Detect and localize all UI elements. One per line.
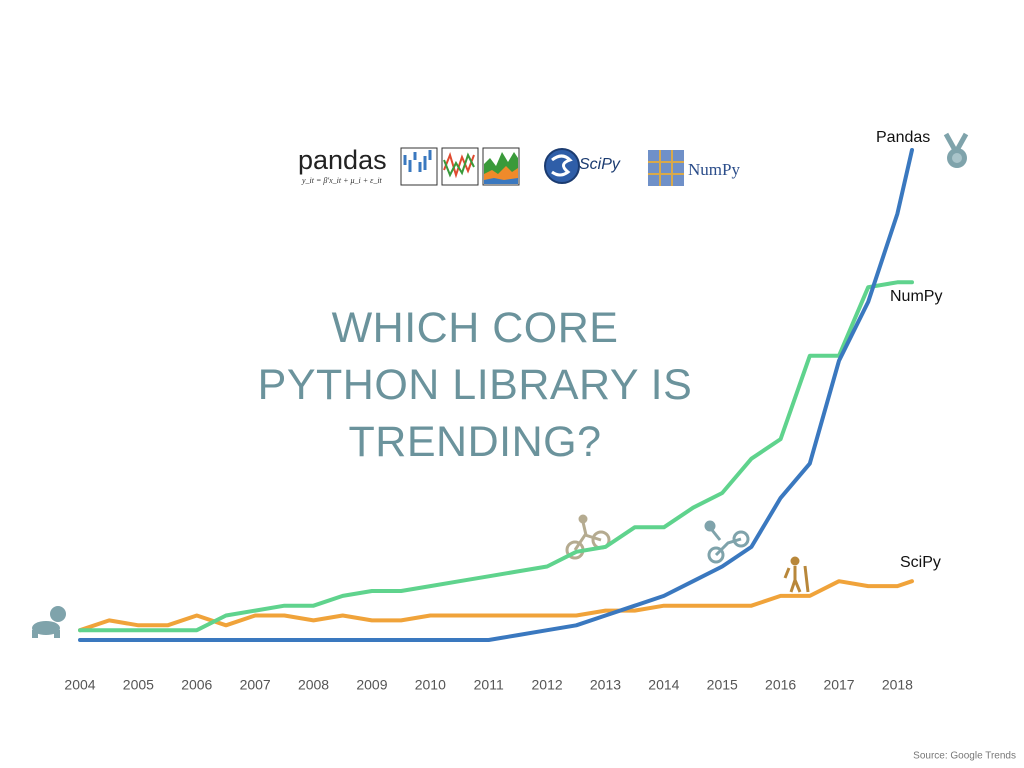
slide-title: WHICH CORE PYTHON LIBRARY IS TRENDING? <box>257 304 693 466</box>
x-tick-label: 2009 <box>356 677 387 693</box>
numpy-logo: NumPy <box>688 160 740 179</box>
baby-icon <box>32 606 66 638</box>
x-tick-label: 2008 <box>298 677 329 693</box>
x-tick-label: 2015 <box>707 677 738 693</box>
series-label: Pandas <box>876 129 930 146</box>
x-tick-label: 2018 <box>882 677 913 693</box>
series-line <box>78 579 914 633</box>
numpy-icon <box>648 150 684 186</box>
x-tick-label: 2007 <box>240 677 271 693</box>
x-tick-label: 2012 <box>532 677 563 693</box>
x-tick-label: 2005 <box>123 677 154 693</box>
series-label: NumPy <box>890 288 942 305</box>
series-label: SciPy <box>900 554 941 571</box>
x-tick-label: 2017 <box>823 677 854 693</box>
x-tick-label: 2006 <box>181 677 212 693</box>
series-line <box>78 280 914 633</box>
scipy-icon <box>544 148 580 184</box>
medal-icon <box>943 132 969 168</box>
source: Source: Google Trends <box>913 751 1016 762</box>
x-tick-label: 2004 <box>64 677 95 693</box>
scipy-logo: SciPy <box>579 156 621 173</box>
pandas-formula: y_it = β′x_it + μ_i + ε_it <box>301 176 383 185</box>
pandas-logo: pandas <box>298 145 387 175</box>
pandas-icons <box>400 147 520 186</box>
x-tick-label: 2010 <box>415 677 446 693</box>
x-tick-label: 2016 <box>765 677 796 693</box>
hiker-icon <box>783 556 810 593</box>
moto-icon <box>704 520 750 564</box>
x-tick-label: 2013 <box>590 677 621 693</box>
x-tick-label: 2011 <box>474 677 504 693</box>
x-tick-label: 2014 <box>648 677 679 693</box>
series-line <box>78 148 914 642</box>
